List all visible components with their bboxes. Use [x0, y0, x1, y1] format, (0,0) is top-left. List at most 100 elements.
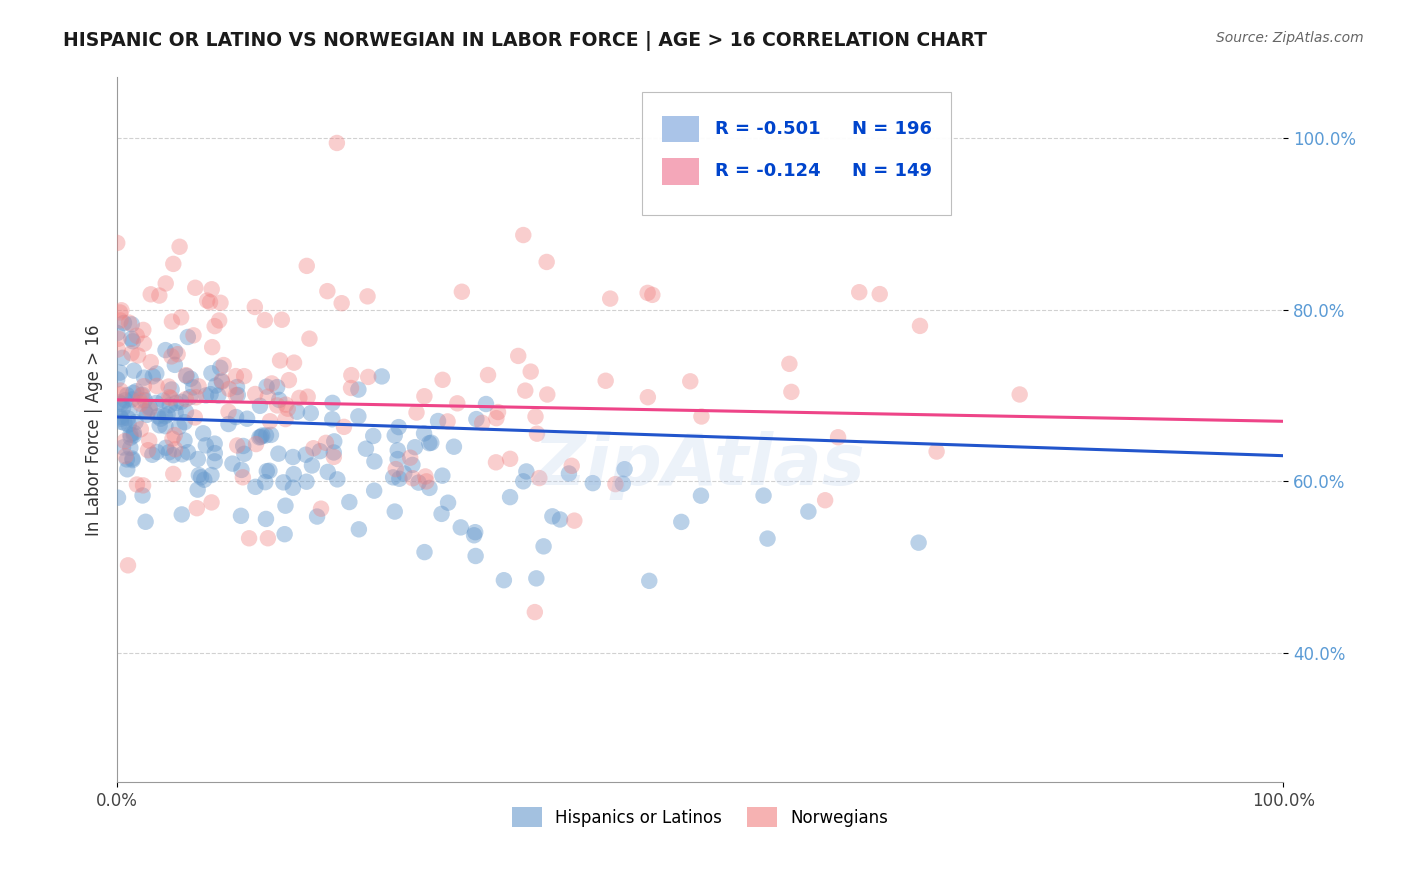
Norwegians — [218, 405, 240, 419]
Hispanics or Latinos — [347, 522, 370, 536]
Norwegians — [148, 288, 170, 302]
Norwegians — [561, 458, 583, 473]
Norwegians — [245, 437, 267, 451]
Norwegians — [257, 531, 280, 545]
Hispanics or Latinos — [124, 415, 146, 429]
Norwegians — [605, 477, 627, 491]
Hispanics or Latinos — [229, 508, 252, 523]
Hispanics or Latinos — [120, 332, 142, 346]
Hispanics or Latinos — [146, 445, 169, 459]
Hispanics or Latinos — [671, 515, 693, 529]
Hispanics or Latinos — [218, 417, 240, 431]
Norwegians — [536, 387, 558, 401]
Norwegians — [208, 313, 231, 327]
Hispanics or Latinos — [173, 415, 195, 429]
Hispanics or Latinos — [152, 393, 174, 408]
Hispanics or Latinos — [153, 409, 176, 424]
Hispanics or Latinos — [326, 472, 349, 486]
Norwegians — [184, 281, 207, 295]
Norwegians — [485, 411, 508, 425]
Hispanics or Latinos — [142, 369, 165, 384]
Hispanics or Latinos — [221, 457, 243, 471]
Hispanics or Latinos — [131, 489, 153, 503]
Norwegians — [330, 296, 353, 310]
Hispanics or Latinos — [463, 528, 485, 542]
Norwegians — [204, 319, 226, 334]
Norwegians — [526, 426, 548, 441]
Hispanics or Latinos — [179, 390, 201, 404]
Norwegians — [129, 397, 152, 411]
Hispanics or Latinos — [115, 388, 138, 402]
Norwegians — [562, 514, 585, 528]
Hispanics or Latinos — [295, 475, 318, 489]
Hispanics or Latinos — [165, 396, 187, 410]
Norwegians — [384, 462, 406, 476]
Hispanics or Latinos — [112, 416, 135, 430]
Hispanics or Latinos — [363, 454, 385, 468]
Norwegians — [415, 475, 437, 489]
Norwegians — [132, 478, 155, 492]
Hispanics or Latinos — [190, 470, 212, 484]
Norwegians — [515, 384, 537, 398]
Hispanics or Latinos — [420, 435, 443, 450]
Norwegians — [121, 346, 143, 360]
Hispanics or Latinos — [200, 387, 222, 401]
Hispanics or Latinos — [117, 462, 139, 476]
Norwegians — [814, 493, 837, 508]
Hispanics or Latinos — [107, 491, 129, 505]
Norwegians — [778, 357, 800, 371]
Hispanics or Latinos — [146, 409, 169, 424]
Hispanics or Latinos — [204, 436, 226, 450]
Hispanics or Latinos — [582, 476, 605, 491]
Hispanics or Latinos — [134, 370, 156, 384]
Hispanics or Latinos — [108, 395, 131, 409]
Norwegians — [117, 558, 139, 573]
Norwegians — [200, 495, 222, 509]
Hispanics or Latinos — [155, 343, 177, 357]
Norwegians — [225, 388, 247, 402]
Norwegians — [139, 355, 162, 369]
Norwegians — [477, 368, 499, 382]
Hispanics or Latinos — [232, 439, 254, 453]
Norwegians — [432, 373, 454, 387]
Norwegians — [690, 409, 713, 424]
Norwegians — [259, 414, 281, 428]
Hispanics or Latinos — [165, 406, 187, 420]
Norwegians — [595, 374, 617, 388]
Norwegians — [132, 379, 155, 393]
Norwegians — [512, 227, 534, 242]
Hispanics or Latinos — [361, 429, 384, 443]
Hispanics or Latinos — [163, 344, 186, 359]
Hispanics or Latinos — [195, 388, 218, 402]
Hispanics or Latinos — [756, 532, 779, 546]
Hispanics or Latinos — [321, 396, 343, 410]
Norwegians — [232, 470, 254, 484]
Hispanics or Latinos — [211, 375, 233, 389]
Hispanics or Latinos — [193, 426, 215, 441]
Hispanics or Latinos — [256, 464, 278, 478]
Hispanics or Latinos — [226, 388, 249, 402]
Hispanics or Latinos — [134, 393, 156, 408]
Norwegians — [529, 471, 551, 485]
Hispanics or Latinos — [295, 448, 318, 462]
Hispanics or Latinos — [231, 463, 253, 477]
Norwegians — [128, 393, 150, 408]
Hispanics or Latinos — [163, 358, 186, 372]
Hispanics or Latinos — [160, 383, 183, 397]
Norwegians — [288, 391, 311, 405]
Hispanics or Latinos — [136, 408, 159, 422]
Hispanics or Latinos — [250, 430, 273, 444]
Norwegians — [340, 381, 363, 395]
Hispanics or Latinos — [118, 417, 141, 432]
Norwegians — [925, 444, 948, 458]
Hispanics or Latinos — [475, 397, 498, 411]
Norwegians — [508, 349, 530, 363]
Hispanics or Latinos — [173, 434, 195, 448]
Norwegians — [110, 384, 132, 398]
Norwegians — [326, 136, 349, 150]
Norwegians — [187, 379, 209, 393]
Hispanics or Latinos — [450, 520, 472, 534]
Norwegians — [174, 392, 197, 406]
Hispanics or Latinos — [114, 393, 136, 408]
Text: N = 149: N = 149 — [852, 162, 932, 180]
